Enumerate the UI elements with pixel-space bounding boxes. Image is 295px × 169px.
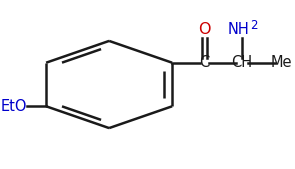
Text: Me: Me <box>271 55 292 70</box>
Text: O: O <box>198 22 211 37</box>
Text: 2: 2 <box>250 19 258 32</box>
Text: C: C <box>199 55 209 70</box>
Text: EtO: EtO <box>1 99 27 114</box>
Text: NH: NH <box>228 22 250 37</box>
Text: CH: CH <box>232 55 253 70</box>
